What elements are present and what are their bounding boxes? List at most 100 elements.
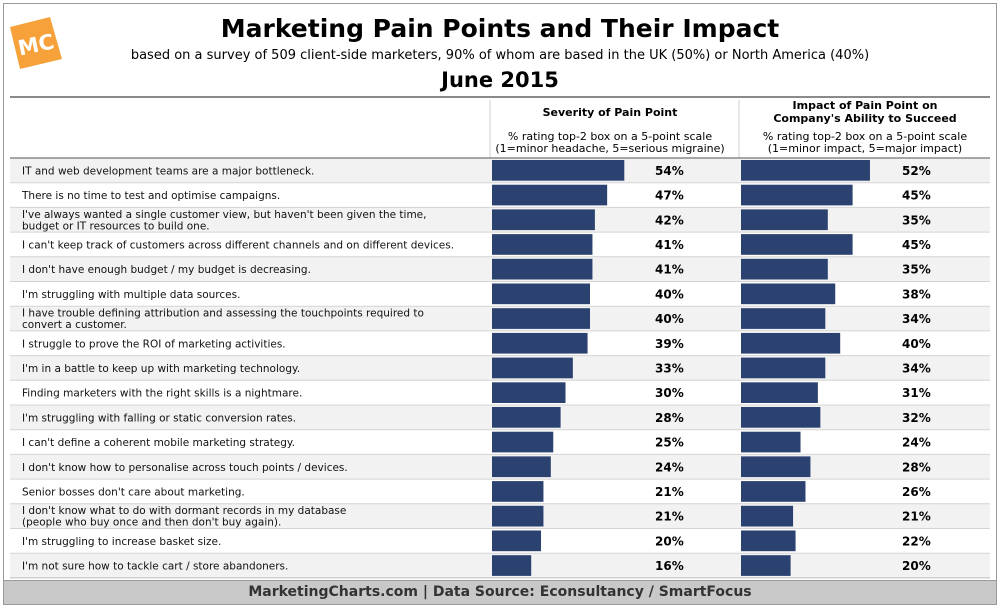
- impact-scale-note-line1: % rating top-2 box on a 5-point scale: [762, 130, 968, 143]
- severity-value-label: 21%: [655, 510, 684, 524]
- impact-scale-note-line2: (1=minor impact, 5=major impact): [767, 142, 963, 155]
- impact-value-label: 32%: [902, 411, 931, 425]
- severity-value-label: 16%: [655, 559, 684, 573]
- severity-value-label: 30%: [655, 386, 684, 400]
- category-label: I'm struggling with multiple data source…: [22, 289, 240, 301]
- impact-bar: [741, 505, 794, 527]
- severity-value-label: 40%: [655, 312, 684, 326]
- category-label: I'm in a battle to keep up with marketin…: [22, 363, 300, 375]
- chart-title: Marketing Pain Points and Their Impact: [220, 14, 780, 43]
- severity-value-label: 28%: [655, 411, 684, 425]
- severity-bar: [492, 456, 551, 478]
- severity-scale-note-line2: (1=minor headache, 5=serious migraine): [495, 142, 725, 155]
- category-label: convert a customer.: [22, 319, 127, 331]
- impact-value-label: 28%: [902, 460, 931, 474]
- impact-bar: [741, 332, 841, 354]
- severity-column-title: Severity of Pain Point: [542, 106, 678, 119]
- severity-bar: [492, 258, 593, 280]
- impact-bar: [741, 184, 853, 206]
- impact-value-label: 40%: [902, 337, 931, 351]
- severity-bar: [492, 407, 561, 428]
- impact-bar: [741, 431, 801, 453]
- category-label: (people who buy once and then don't buy …: [22, 517, 281, 529]
- severity-bar: [492, 530, 541, 552]
- impact-bar: [741, 283, 836, 305]
- category-label: I have trouble defining attribution and …: [22, 308, 424, 320]
- category-label: IT and web development teams are a major…: [22, 165, 314, 177]
- impact-bar: [741, 209, 828, 231]
- impact-value-label: 31%: [902, 386, 931, 400]
- severity-value-label: 41%: [655, 238, 684, 252]
- category-label: I can't keep track of customers across d…: [22, 239, 454, 251]
- impact-value-label: 35%: [902, 263, 931, 277]
- severity-value-label: 24%: [655, 460, 684, 474]
- impact-bar: [741, 456, 811, 478]
- impact-value-label: 45%: [902, 189, 931, 203]
- category-label: I'm not sure how to tackle cart / store …: [22, 561, 288, 573]
- severity-bar: [492, 332, 588, 354]
- severity-bar: [492, 308, 590, 329]
- severity-bar: [492, 505, 544, 527]
- severity-bar: [492, 283, 590, 305]
- impact-value-label: 26%: [902, 485, 931, 499]
- severity-scale-note: % rating top-2 box on a 5-point scale (1…: [480, 131, 740, 155]
- severity-value-label: 41%: [655, 263, 684, 277]
- impact-column-title: Impact of Pain Point on Company's Abilit…: [740, 99, 990, 125]
- severity-value-label: 20%: [655, 534, 684, 548]
- severity-bar: [492, 431, 554, 453]
- category-label: Senior bosses don't care about marketing…: [22, 486, 245, 498]
- impact-value-label: 21%: [902, 510, 931, 524]
- severity-value-label: 42%: [655, 213, 684, 227]
- severity-scale-note-line1: % rating top-2 box on a 5-point scale: [507, 130, 713, 143]
- severity-value-label: 54%: [655, 164, 684, 178]
- impact-value-label: 52%: [902, 164, 931, 178]
- impact-bar: [741, 258, 828, 280]
- source-footer: MarketingCharts.com | Data Source: Econs…: [4, 580, 996, 604]
- impact-value-label: 22%: [902, 534, 931, 548]
- category-label: I'm struggling with falling or static co…: [22, 412, 296, 424]
- header-divider: [10, 96, 990, 98]
- severity-value-label: 21%: [655, 485, 684, 499]
- impact-value-label: 45%: [902, 238, 931, 252]
- impact-bar: [741, 530, 796, 552]
- severity-value-label: 25%: [655, 436, 684, 450]
- impact-value-label: 34%: [902, 361, 931, 375]
- impact-bar: [741, 555, 791, 576]
- impact-value-label: 20%: [902, 559, 931, 573]
- severity-value-label: 47%: [655, 189, 684, 203]
- chart-date: June 2015: [441, 68, 559, 92]
- category-label: There is no time to test and optimise ca…: [21, 190, 280, 202]
- category-label: I don't know how to personalise across t…: [22, 462, 348, 474]
- impact-value-label: 35%: [902, 213, 931, 227]
- category-label: I don't know what to do with dormant rec…: [22, 505, 346, 517]
- impact-value-label: 24%: [902, 436, 931, 450]
- impact-bar: [741, 481, 806, 502]
- impact-bar: [741, 407, 821, 428]
- impact-bar: [741, 308, 826, 329]
- impact-column-title-line2: Company's Ability to Succeed: [773, 112, 957, 125]
- severity-bar: [492, 209, 595, 231]
- chart-subtitle: based on a survey of 509 client-side mar…: [130, 48, 870, 63]
- impact-scale-note: % rating top-2 box on a 5-point scale (1…: [735, 131, 995, 155]
- severity-value-label: 39%: [655, 337, 684, 351]
- severity-bar: [492, 555, 532, 576]
- severity-value-label: 40%: [655, 287, 684, 301]
- severity-bar: [492, 184, 608, 206]
- impact-bar: [741, 160, 870, 181]
- category-label: I can't define a coherent mobile marketi…: [22, 437, 295, 449]
- severity-value-label: 33%: [655, 361, 684, 375]
- logo-badge: [10, 17, 62, 69]
- severity-bar: [492, 234, 593, 255]
- impact-value-label: 34%: [902, 312, 931, 326]
- impact-bar: [741, 382, 818, 403]
- category-label: Finding marketers with the right skills …: [22, 388, 302, 400]
- category-label: I struggle to prove the ROI of marketing…: [22, 338, 286, 350]
- category-label: I've always wanted a single customer vie…: [22, 209, 426, 221]
- impact-value-label: 38%: [902, 287, 931, 301]
- chart-frame: [3, 3, 997, 605]
- severity-bar: [492, 481, 544, 502]
- category-label: I'm struggling to increase basket size.: [22, 536, 221, 548]
- impact-bar: [741, 234, 853, 255]
- severity-bar: [492, 357, 573, 379]
